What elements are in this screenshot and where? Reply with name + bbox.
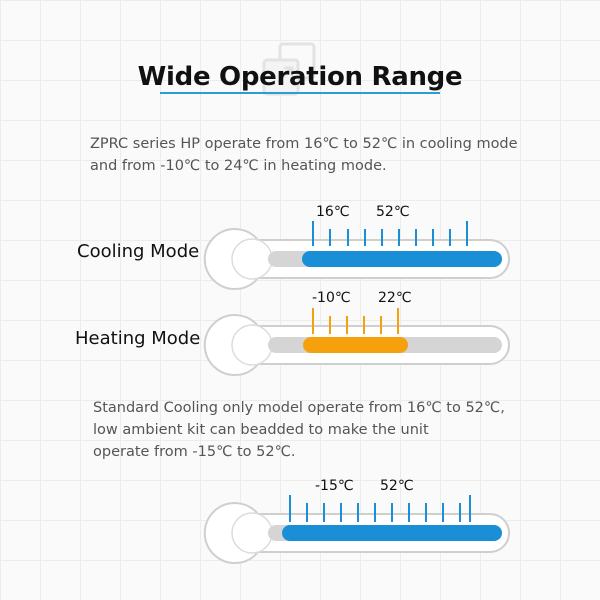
range-fill xyxy=(282,525,502,541)
